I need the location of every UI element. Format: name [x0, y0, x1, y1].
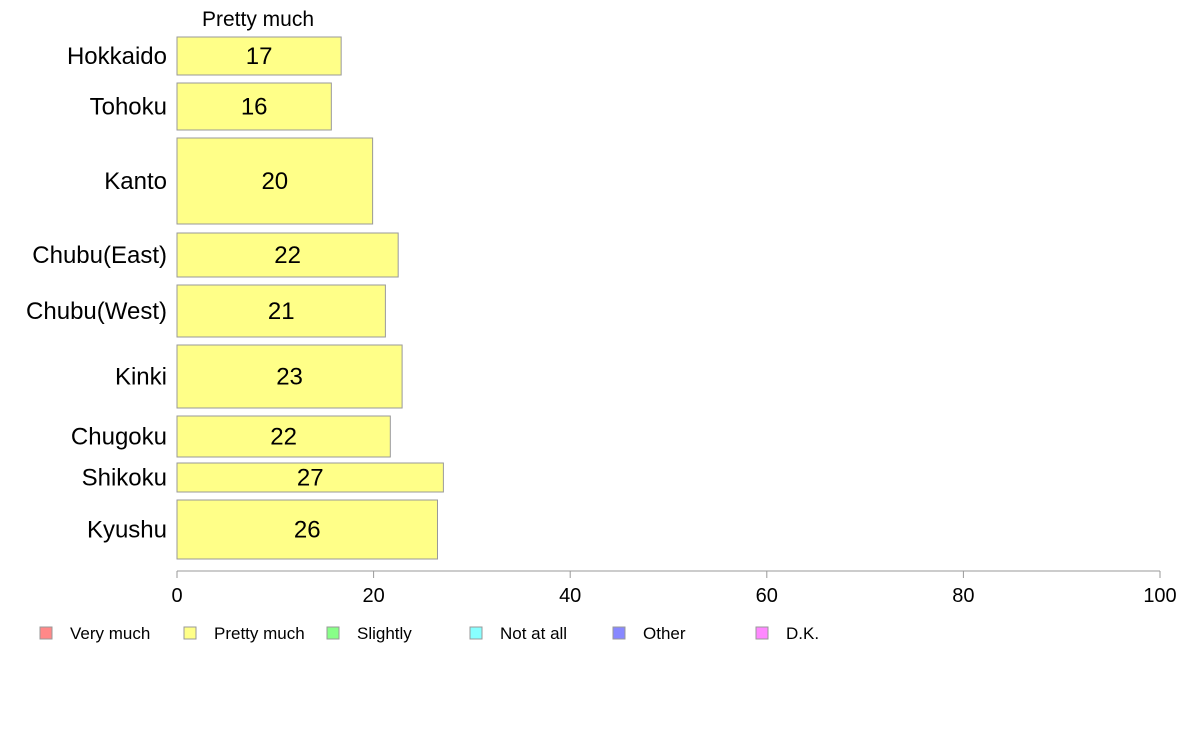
- category-label: Kinki: [115, 364, 167, 391]
- category-label: Kyushu: [87, 517, 167, 544]
- x-tick-label: 80: [952, 585, 974, 607]
- legend-label: Very much: [70, 624, 150, 643]
- value-label: 21: [268, 298, 295, 325]
- bar-chubu-west: [176, 284, 386, 338]
- category-label: Chugoku: [71, 424, 167, 451]
- bar-chugoku: [176, 415, 391, 458]
- bar-hokkaido: [176, 36, 342, 76]
- bar-kanto: [176, 137, 374, 225]
- value-label: 27: [297, 465, 324, 492]
- value-label: 26: [294, 517, 321, 544]
- legend-label: D.K.: [786, 624, 819, 643]
- bars-group: Hokkaido 17 Tohoku 16 Kanto 20 Chubu(East) 22 Ch…: [26, 36, 444, 560]
- legend-swatch: [183, 626, 197, 640]
- legend-swatch: [612, 626, 626, 640]
- category-label: Chubu(West): [26, 298, 167, 325]
- legend: Very much Pretty much Slightly Not at all Ot…: [39, 624, 819, 643]
- x-axis: 0 20 40 60 80 100: [171, 570, 1177, 607]
- value-label: 17: [246, 43, 273, 70]
- x-tick-label: 20: [362, 585, 384, 607]
- column-header: Pretty much: [202, 8, 314, 31]
- category-label: Tohoku: [90, 94, 167, 121]
- legend-swatch: [755, 626, 769, 640]
- legend-swatch: [39, 626, 53, 640]
- legend-swatch: [326, 626, 340, 640]
- category-label: Shikoku: [82, 465, 167, 492]
- x-tick-label: 60: [756, 585, 778, 607]
- category-label: Kanto: [104, 168, 167, 195]
- value-label: 23: [276, 364, 303, 391]
- legend-label: Not at all: [500, 624, 567, 643]
- x-tick-label: 0: [171, 585, 182, 607]
- x-tick-label: 100: [1143, 585, 1176, 607]
- bar-kyushu: [176, 499, 438, 560]
- value-label: 22: [270, 424, 297, 451]
- value-label: 22: [274, 242, 301, 269]
- legend-label: Slightly: [357, 624, 412, 643]
- legend-label: Other: [643, 624, 686, 643]
- legend-label: Pretty much: [214, 624, 305, 643]
- legend-swatch: [469, 626, 483, 640]
- category-label: Chubu(East): [32, 242, 167, 269]
- bar-shikoku: [176, 462, 444, 493]
- x-tick-label: 40: [559, 585, 581, 607]
- bar-tohoku: [176, 82, 332, 131]
- bar-kinki: [176, 344, 403, 409]
- value-label: 16: [241, 94, 268, 121]
- value-label: 20: [261, 168, 288, 195]
- bar-chubu-east: [176, 232, 399, 278]
- category-label: Hokkaido: [67, 43, 167, 70]
